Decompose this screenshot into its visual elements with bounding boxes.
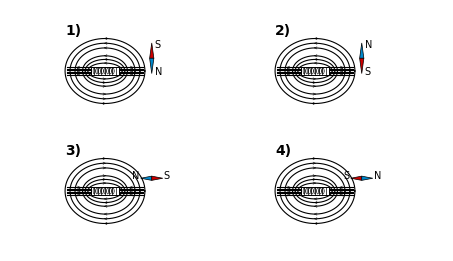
Text: N: N — [155, 67, 162, 77]
Text: 2): 2) — [275, 24, 291, 38]
Text: N: N — [374, 171, 381, 181]
Text: S: S — [365, 67, 371, 77]
Bar — [300, 67, 329, 75]
Text: 4): 4) — [275, 144, 291, 158]
Text: S: S — [155, 40, 161, 50]
Polygon shape — [360, 58, 364, 74]
Polygon shape — [141, 176, 152, 180]
Polygon shape — [360, 43, 364, 58]
Text: N: N — [365, 40, 372, 50]
Bar — [91, 67, 120, 75]
Bar — [91, 187, 120, 195]
Polygon shape — [152, 176, 163, 180]
Polygon shape — [351, 176, 362, 180]
Polygon shape — [149, 58, 154, 74]
Polygon shape — [149, 43, 154, 58]
Text: S: S — [344, 171, 350, 181]
Text: N: N — [132, 171, 140, 181]
Bar — [300, 187, 329, 195]
Text: 3): 3) — [65, 144, 81, 158]
Text: 1): 1) — [65, 24, 81, 38]
Polygon shape — [362, 176, 373, 180]
Text: S: S — [164, 171, 170, 181]
